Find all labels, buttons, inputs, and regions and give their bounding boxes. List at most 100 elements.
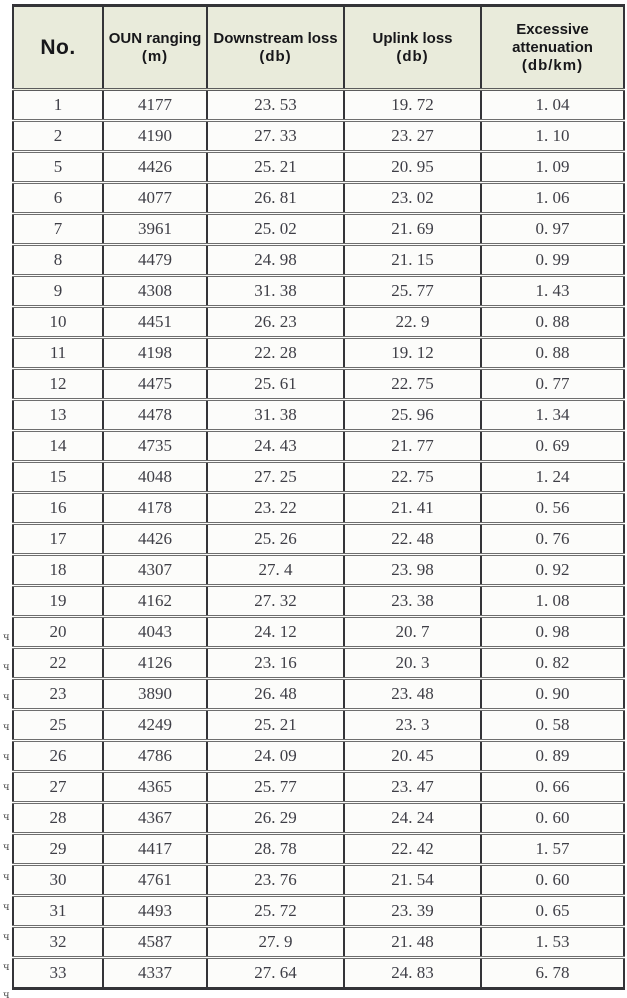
table-cell: 1. 04 xyxy=(480,88,625,122)
table-row: 23 3890 26. 48 23. 48 0. 90 xyxy=(12,677,625,711)
table-cell: 4587 xyxy=(102,925,208,959)
table-cell: 4478 xyxy=(102,398,208,432)
table-cell: 0. 89 xyxy=(480,739,625,773)
table-row: 11 4198 22. 28 19. 12 0. 88 xyxy=(12,336,625,370)
optical-loss-table: No. OUN ranging (m) Downstream loss (db) Upli… xyxy=(12,4,625,990)
table-cell: 19. 12 xyxy=(343,336,482,370)
table-cell: 23. 27 xyxy=(343,119,482,153)
table-cell: 23. 48 xyxy=(343,677,482,711)
table-cell: 14 xyxy=(12,429,104,463)
header-row: No. OUN ranging (m) Downstream loss (db) Upli… xyxy=(12,4,625,91)
table-cell: 26. 29 xyxy=(206,801,345,835)
table-cell: 3961 xyxy=(102,212,208,246)
table-row: 27 4365 25. 77 23. 47 0. 66 xyxy=(12,770,625,804)
table-cell: 26 xyxy=(12,739,104,773)
column-header-excessive-attenuation: Excessive attenuation (db/km) xyxy=(480,4,625,91)
table-cell: 0. 82 xyxy=(480,646,625,680)
table-row: 12 4475 25. 61 22. 75 0. 77 xyxy=(12,367,625,401)
table-cell: 22. 75 xyxy=(343,460,482,494)
table-row: 30 4761 23. 76 21. 54 0. 60 xyxy=(12,863,625,897)
table-cell: 15 xyxy=(12,460,104,494)
table-cell: 28 xyxy=(12,801,104,835)
table-cell: 23. 98 xyxy=(343,553,482,587)
table-cell: 1. 34 xyxy=(480,398,625,432)
table-cell: 4426 xyxy=(102,522,208,556)
table-cell: 4493 xyxy=(102,894,208,928)
table-cell: 1. 24 xyxy=(480,460,625,494)
table-row: 13 4478 31. 38 25. 96 1. 34 xyxy=(12,398,625,432)
table-cell: 0. 76 xyxy=(480,522,625,556)
table-cell: 4337 xyxy=(102,956,208,990)
table-cell: 25. 77 xyxy=(343,274,482,308)
table-cell: 27. 25 xyxy=(206,460,345,494)
table-cell: 4198 xyxy=(102,336,208,370)
table-row: 8 4479 24. 98 21. 15 0. 99 xyxy=(12,243,625,277)
table-cell: 27. 64 xyxy=(206,956,345,990)
table-row: 19 4162 27. 32 23. 38 1. 08 xyxy=(12,584,625,618)
table-cell: 23 xyxy=(12,677,104,711)
table-cell: 4735 xyxy=(102,429,208,463)
table-cell: 5 xyxy=(12,150,104,184)
table-cell: 4126 xyxy=(102,646,208,680)
table-row: 29 4417 28. 78 22. 42 1. 57 xyxy=(12,832,625,866)
table-row: 32 4587 27. 9 21. 48 1. 53 xyxy=(12,925,625,959)
table-cell: 23. 53 xyxy=(206,88,345,122)
table-cell: 4479 xyxy=(102,243,208,277)
margin-artifact-glyph: ч xyxy=(3,632,10,643)
table-cell: 1. 08 xyxy=(480,584,625,618)
column-header-unit: (m) xyxy=(141,47,169,65)
margin-artifact-glyph: ч xyxy=(3,692,10,703)
table-cell: 27 xyxy=(12,770,104,804)
table-cell: 2 xyxy=(12,119,104,153)
table-cell: 4177 xyxy=(102,88,208,122)
table-cell: 31. 38 xyxy=(206,274,345,308)
table-cell: 25. 96 xyxy=(343,398,482,432)
table-cell: 21. 48 xyxy=(343,925,482,959)
table-cell: 0. 65 xyxy=(480,894,625,928)
margin-artifact-glyph: ч xyxy=(3,662,10,673)
table-row: 7 3961 25. 02 21. 69 0. 97 xyxy=(12,212,625,246)
table-cell: 0. 60 xyxy=(480,801,625,835)
table-cell: 0. 90 xyxy=(480,677,625,711)
table-cell: 22. 28 xyxy=(206,336,345,370)
table-cell: 25 xyxy=(12,708,104,742)
table-row: 18 4307 27. 4 23. 98 0. 92 xyxy=(12,553,625,587)
table-row: 2 4190 27. 33 23. 27 1. 10 xyxy=(12,119,625,153)
table-body: 1 4177 23. 53 19. 72 1. 04 2 4190 27. 33 23. 27 1… xyxy=(12,88,625,990)
table-cell: 27. 32 xyxy=(206,584,345,618)
table-cell: 1. 10 xyxy=(480,119,625,153)
column-header-label: Downstream loss xyxy=(213,29,338,47)
table-cell: 4249 xyxy=(102,708,208,742)
margin-artifact-glyph: ч xyxy=(3,722,10,733)
table-cell: 22. 48 xyxy=(343,522,482,556)
table-cell: 10 xyxy=(12,305,104,339)
table-cell: 24. 09 xyxy=(206,739,345,773)
table-cell: 12 xyxy=(12,367,104,401)
table-row: 25 4249 25. 21 23. 3 0. 58 xyxy=(12,708,625,742)
table-cell: 19 xyxy=(12,584,104,618)
table-cell: 32 xyxy=(12,925,104,959)
table-cell: 4043 xyxy=(102,615,208,649)
table-cell: 25. 21 xyxy=(206,708,345,742)
table-row: 17 4426 25. 26 22. 48 0. 76 xyxy=(12,522,625,556)
margin-artifact-glyph: ч xyxy=(3,962,10,973)
table-cell: 8 xyxy=(12,243,104,277)
column-header-oun-ranging: OUN ranging (m) xyxy=(102,4,208,91)
table-cell: 4365 xyxy=(102,770,208,804)
table-cell: 21. 41 xyxy=(343,491,482,525)
table-cell: 4307 xyxy=(102,553,208,587)
table-cell: 26. 48 xyxy=(206,677,345,711)
table-cell: 9 xyxy=(12,274,104,308)
table-cell: 16 xyxy=(12,491,104,525)
table-cell: 4367 xyxy=(102,801,208,835)
table-cell: 6 xyxy=(12,181,104,215)
table-row: 1 4177 23. 53 19. 72 1. 04 xyxy=(12,88,625,122)
table-cell: 7 xyxy=(12,212,104,246)
table-cell: 0. 88 xyxy=(480,336,625,370)
table-cell: 0. 58 xyxy=(480,708,625,742)
column-header-downstream-loss: Downstream loss (db) xyxy=(206,4,345,91)
table-cell: 23. 39 xyxy=(343,894,482,928)
table-cell: 24. 43 xyxy=(206,429,345,463)
table-cell: 24. 12 xyxy=(206,615,345,649)
